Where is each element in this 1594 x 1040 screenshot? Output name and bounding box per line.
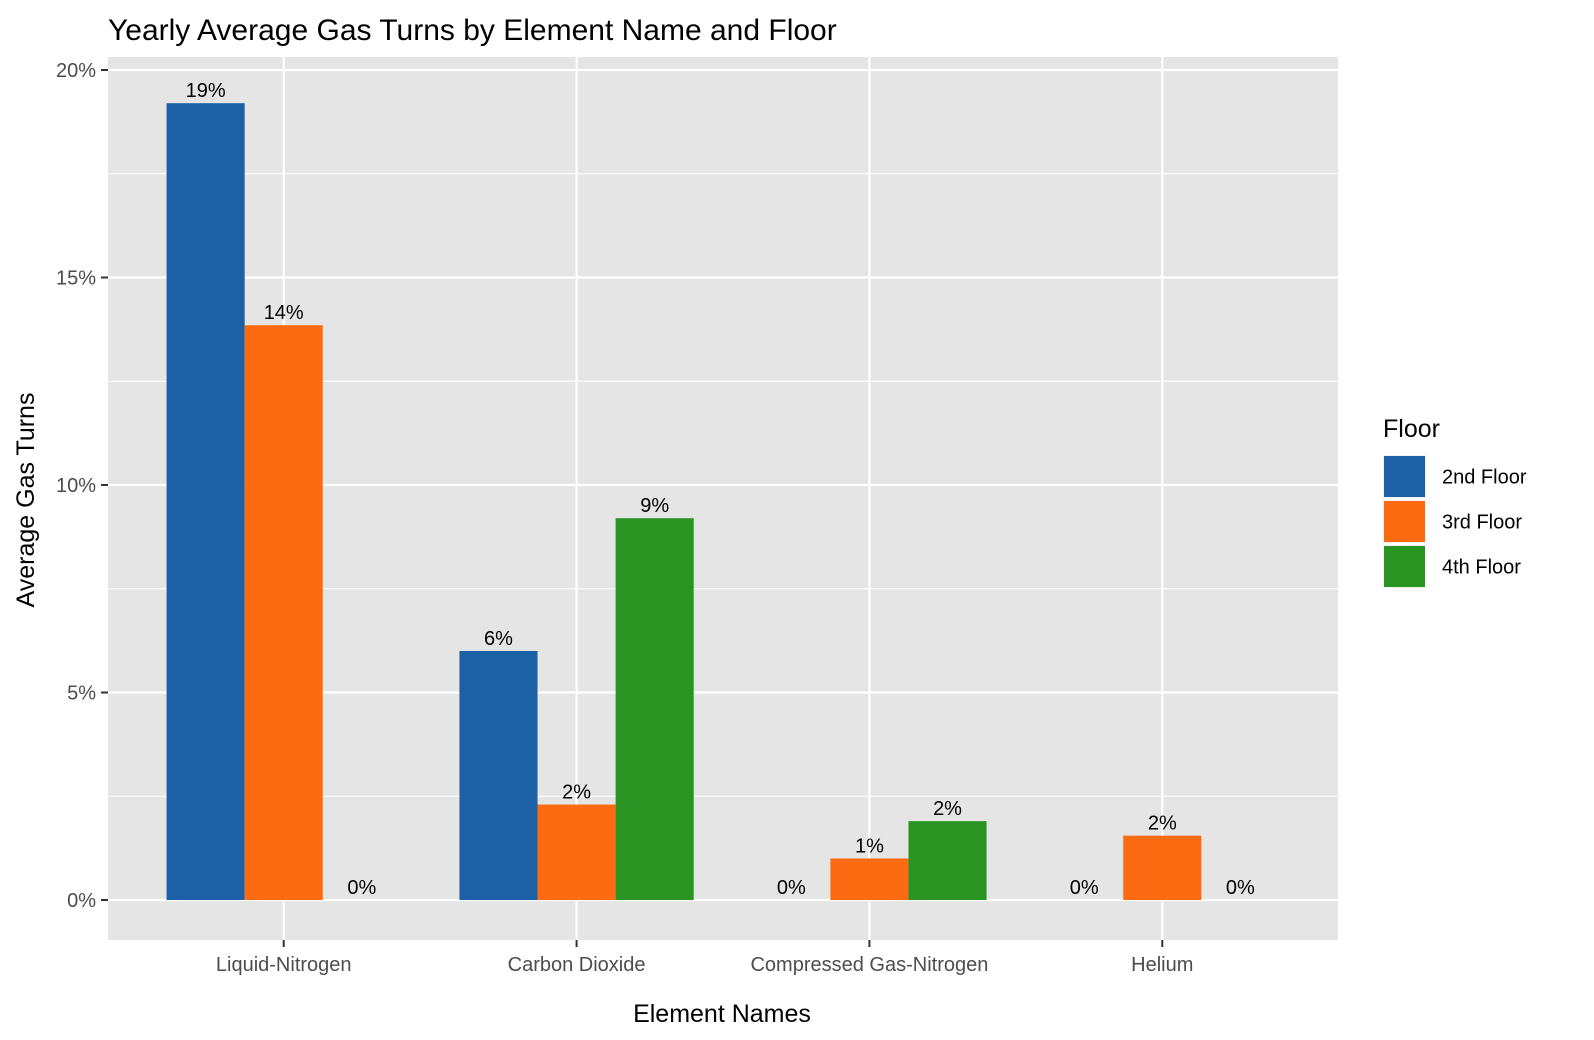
data-label: 0% [777, 877, 806, 899]
x-tick-label: Helium [1131, 954, 1193, 976]
chart-title: Yearly Average Gas Turns by Element Name… [108, 14, 837, 47]
bar-3rd-floor [244, 325, 323, 901]
legend-title: Floor [1383, 415, 1440, 443]
data-label: 0% [347, 877, 376, 899]
bar-3rd-floor [830, 858, 909, 900]
y-tick-label: 10% [56, 475, 96, 497]
bar-3rd-floor [537, 804, 616, 900]
x-tick-label: Liquid-Nitrogen [216, 954, 352, 976]
x-tick-label: Carbon Dioxide [508, 954, 646, 976]
y-axis: 0% 5% 10% 15% 20% [56, 60, 108, 912]
bar-3rd-floor [1123, 835, 1202, 900]
data-label: 9% [640, 495, 669, 517]
x-axis-title: Element Names [633, 1000, 811, 1028]
x-tick-label: Compressed Gas-Nitrogen [750, 954, 988, 976]
data-label: 1% [855, 836, 884, 858]
x-axis: Liquid-Nitrogen Carbon Dioxide Compressed … [216, 940, 1193, 976]
legend: Floor 2nd Floor 3rd Floor 4th Floor [1383, 415, 1527, 588]
data-label: 2% [933, 798, 962, 820]
data-label: 19% [186, 80, 226, 102]
bar-2nd-floor [459, 651, 538, 900]
data-label: 0% [1226, 877, 1255, 899]
legend-key-swatch [1384, 501, 1425, 542]
legend-label: 2nd Floor [1442, 467, 1527, 489]
bar-4th-floor [908, 821, 987, 900]
y-tick-label: 0% [67, 890, 96, 912]
data-label: 2% [1148, 813, 1177, 835]
data-label: 2% [562, 782, 591, 804]
y-tick-label: 20% [56, 60, 96, 82]
legend-label: 3rd Floor [1442, 512, 1522, 534]
bars-group [166, 103, 1202, 901]
y-tick-label: 5% [67, 683, 96, 705]
bar-4th-floor [615, 518, 694, 900]
data-label: 14% [264, 302, 304, 324]
data-label: 6% [484, 628, 513, 650]
data-labels-group: 19% 6% 0% 0% 14% 2% 1% 2% 0% 9% 2% 0% [186, 80, 1255, 899]
y-tick-label: 15% [56, 268, 96, 290]
legend-label: 4th Floor [1442, 557, 1521, 579]
legend-key-swatch [1384, 456, 1425, 497]
data-label: 0% [1070, 877, 1099, 899]
legend-key-swatch [1384, 546, 1425, 587]
bar-2nd-floor [166, 103, 245, 900]
y-axis-title: Average Gas Turns [12, 393, 40, 608]
